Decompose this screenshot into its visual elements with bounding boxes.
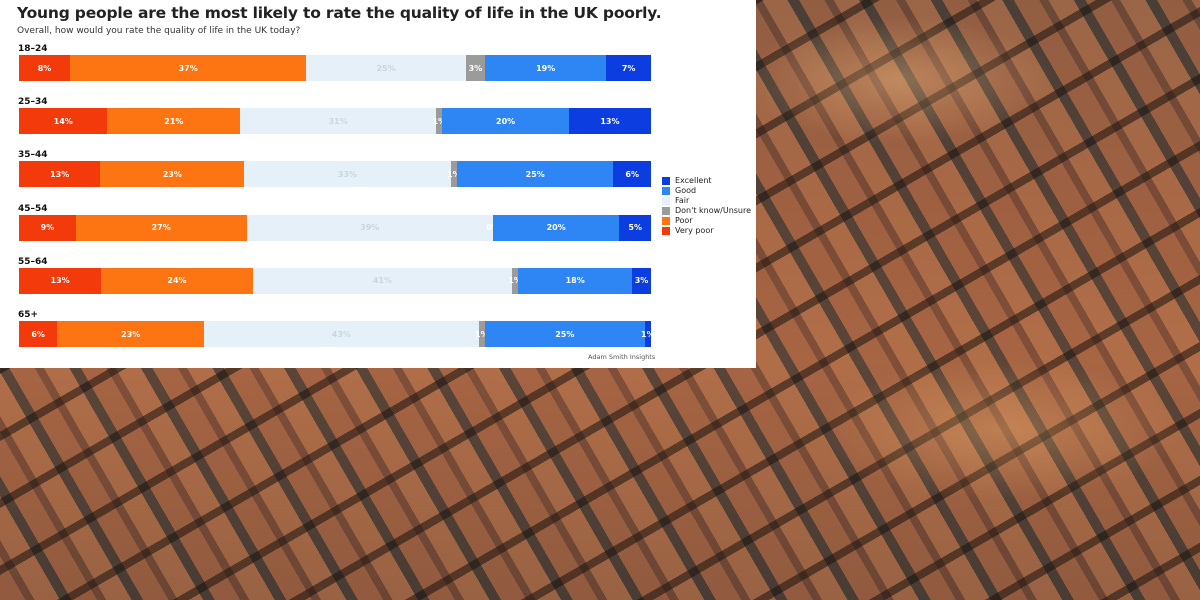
legend-item: Excellent [662,176,751,186]
data-label: 3% [634,276,649,286]
data-label: 21% [164,116,184,126]
bar-segment: 14% [19,108,108,135]
bar-segment: 1% [432,108,446,135]
data-label: 25% [525,169,545,179]
data-label: 13% [600,116,620,126]
source-credit: Adam Smith Insights [588,353,656,361]
data-label: 9% [40,223,55,233]
data-label: 14% [53,116,73,126]
bar-segment: 41% [252,267,512,294]
bar-segment: 24% [101,267,253,294]
category-label: 65+ [18,310,39,320]
bar-segment: 43% [204,321,479,347]
bar-segment: 37% [70,55,307,81]
bar-segment: 33% [244,161,451,188]
bar-segment: 25% [306,55,466,81]
data-label: 20% [496,116,516,126]
bar-segment: 23% [100,161,245,188]
bar-segment: 13% [19,161,101,188]
data-label: 6% [31,329,45,339]
chart-subtitle: Overall, how would you rate the quality … [17,26,301,36]
legend-item: Don't know/Unsure [662,206,751,216]
bar-segment: 39% [246,214,493,241]
bar-segment: 25% [485,321,645,347]
bar-segment: 1% [508,267,522,294]
data-label: 25% [376,63,396,73]
bar-segment: 5% [619,214,651,241]
bar-segment: 3% [465,55,485,81]
data-label: 25% [555,329,575,339]
data-label: 13% [50,276,70,286]
bar-segment: 1% [475,321,489,347]
bar-segment: 6% [19,321,58,347]
data-label: 1% [508,276,522,286]
data-label: 3% [468,63,483,73]
category-label: 18–24 [18,44,48,54]
bar-segment: 21% [107,108,241,135]
bar-segment: 27% [75,214,247,241]
bar-segment: 31% [240,108,437,135]
data-label: 27% [151,223,171,233]
legend-swatch [662,207,670,215]
data-label: 37% [178,63,198,73]
bar-segment: 7% [606,55,651,81]
chart-title: Young people are the most likely to rate… [17,4,662,22]
legend-swatch [662,217,670,225]
legend-swatch [662,197,670,205]
data-label: 6% [625,169,640,179]
legend-item: Very poor [662,226,751,236]
bar-segment: 13% [19,267,102,294]
data-label: 1% [475,329,489,339]
legend-item: Poor [662,216,751,226]
data-label: 1% [641,329,655,339]
bar-segment: 1% [447,161,461,188]
data-label: 31% [328,116,348,126]
legend-label: Poor [675,216,693,225]
legend-swatch [662,187,670,195]
legend-label: Don't know/Unsure [675,206,752,215]
bar-segment: 9% [19,214,76,241]
legend-swatch [662,177,670,185]
category-label: 35–44 [18,150,48,161]
bar-segment: 8% [19,55,71,81]
bar-segment: 20% [493,214,620,241]
bar-segment: 25% [457,161,614,188]
data-label: 24% [167,276,187,286]
bar-segment: 19% [485,55,607,81]
data-label: 23% [121,329,141,339]
bar-segment: 23% [57,321,205,347]
legend-item: Good [662,186,751,196]
data-label: 39% [360,223,380,233]
legend-swatch [662,227,670,235]
data-label: 33% [337,169,358,179]
bar-segment: 18% [518,267,633,294]
data-label: 7% [621,63,636,73]
chart-legend: Excellent Good Fair Don't know/Unsure Poor Ve… [662,176,751,236]
bar-segment: 1% [641,321,655,347]
legend-label: Excellent [675,176,712,185]
category-label: 45–54 [18,203,48,214]
data-label: 18% [565,276,585,286]
bar-segment: 20% [442,108,569,135]
bar-segment: 13% [568,108,651,135]
bar-segment: 3% [632,267,651,294]
legend-label: Very poor [675,226,714,235]
data-label: 20% [546,223,566,233]
data-label: 41% [372,276,392,286]
data-label: 1% [432,116,447,126]
legend-item: Fair [662,196,751,206]
bar-segment: 6% [613,161,651,188]
category-label: 25–34 [18,97,48,108]
category-label: 55–64 [18,256,48,267]
data-label: 8% [37,63,52,73]
data-label: 19% [536,63,556,73]
data-label: 13% [50,169,70,179]
data-label: 23% [162,169,182,179]
legend-label: Fair [675,196,690,205]
data-label: 5% [628,223,642,233]
legend-label: Good [675,186,697,195]
data-label: 1% [447,169,461,179]
data-label: 43% [331,329,351,339]
chart-card: Young people are the most likely to rate… [0,0,756,368]
